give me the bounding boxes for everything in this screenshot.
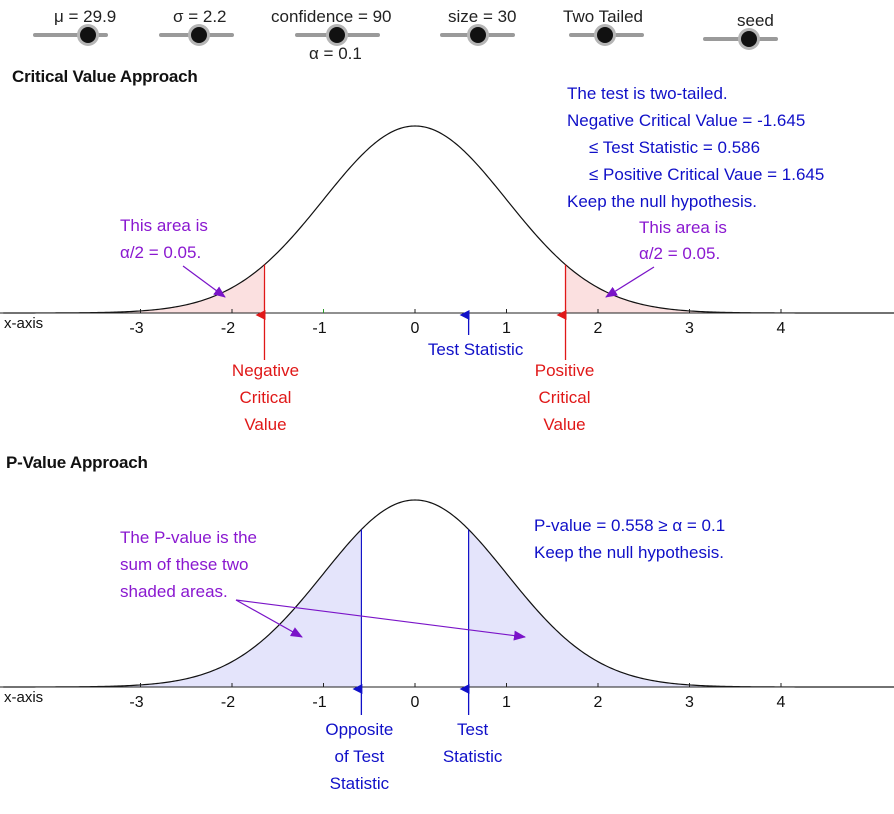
critical-result-line: The test is two-tailed. bbox=[567, 84, 728, 103]
slider-confidence-alpha: α = 0.1 bbox=[309, 44, 362, 63]
pvalue-tick-label: 4 bbox=[777, 694, 786, 711]
slider-sigma-label: σ = 2.2 bbox=[173, 7, 227, 26]
critical-tick-label: 3 bbox=[685, 320, 694, 337]
slider-mu-label: μ = 29.9 bbox=[54, 7, 117, 26]
critical-result-line: ≤ Positive Critical Vaue = 1.645 bbox=[589, 165, 824, 184]
pvalue-tick-label: 3 bbox=[685, 694, 694, 711]
opposite-statistic-label: of Test bbox=[334, 747, 384, 766]
left-area-arrow bbox=[182, 265, 226, 298]
critical-x-axis-label: x-axis bbox=[4, 315, 43, 332]
critical-tick-label: -3 bbox=[129, 320, 143, 337]
opposite-statistic-label: Statistic bbox=[330, 774, 390, 793]
slider-seed-label: seed bbox=[737, 11, 774, 30]
right-area-note: This area is bbox=[639, 218, 727, 237]
slider-mu-knob[interactable] bbox=[80, 27, 96, 43]
positive-critical-label: Positive bbox=[535, 361, 595, 380]
slider-size-label: size = 30 bbox=[448, 7, 517, 26]
critical-tick-label: 0 bbox=[411, 320, 420, 337]
slider-tails-knob[interactable] bbox=[597, 27, 613, 43]
pvalue-tick-label: -2 bbox=[221, 694, 235, 711]
critical-result-line: Negative Critical Value = -1.645 bbox=[567, 111, 805, 130]
negative-critical-label: Value bbox=[244, 415, 286, 434]
left-tail-area bbox=[3, 265, 265, 313]
critical-tick-label: 4 bbox=[777, 320, 786, 337]
negative-critical-label: Negative bbox=[232, 361, 299, 380]
positive-critical-label: Value bbox=[543, 415, 585, 434]
critical-result-line: Keep the null hypothesis. bbox=[567, 192, 757, 211]
pvalue-section-title: P-Value Approach bbox=[6, 453, 148, 472]
positive-critical-label: Critical bbox=[539, 388, 591, 407]
test-statistic-label: Test Statistic bbox=[428, 340, 524, 359]
left-pvalue-area bbox=[3, 530, 362, 687]
pvalue-explanation: sum of these two bbox=[120, 555, 249, 574]
slider-seed[interactable]: seed bbox=[700, 0, 790, 60]
left-area-note: This area is bbox=[120, 216, 208, 235]
right-pvalue-area bbox=[468, 529, 894, 687]
right-tail-area bbox=[565, 264, 894, 313]
slider-seed-track[interactable] bbox=[703, 37, 778, 41]
p-value-chart: x-axis -3 -2 -1 0 1 2 3 4 Opposite of Test Statisti… bbox=[0, 499, 894, 793]
critical-tick-label: 2 bbox=[594, 320, 603, 337]
pvalue-result-line: P-value = 0.558 ≥ α = 0.1 bbox=[534, 516, 725, 535]
critical-tick-label: 1 bbox=[502, 320, 511, 337]
slider-confidence-label: confidence = 90 bbox=[271, 7, 392, 26]
pvalue-result-line: Keep the null hypothesis. bbox=[534, 543, 724, 562]
critical-result-line: ≤ Test Statistic = 0.586 bbox=[589, 138, 760, 157]
slider-sigma[interactable]: σ = 2.2 bbox=[155, 0, 245, 60]
test-statistic-label: Statistic bbox=[443, 747, 503, 766]
test-statistic-label: Test bbox=[457, 720, 488, 739]
slider-tails-label: Two Tailed bbox=[563, 7, 644, 26]
pvalue-tick-label: -1 bbox=[312, 694, 326, 711]
right-area-note: α/2 = 0.05. bbox=[639, 244, 720, 263]
slider-mu-track[interactable] bbox=[33, 33, 108, 37]
slider-seed-knob[interactable] bbox=[741, 31, 757, 47]
critical-section-title: Critical Value Approach bbox=[12, 67, 198, 86]
pvalue-tick-label: -3 bbox=[129, 694, 143, 711]
pvalue-explanation: shaded areas. bbox=[120, 582, 228, 601]
critical-value-chart: x-axis -3 -2 -1 0 1 2 3 4 Negative Critical Value Po… bbox=[0, 84, 894, 434]
right-area-arrow bbox=[235, 599, 526, 641]
opposite-statistic-label: Opposite bbox=[325, 720, 393, 739]
left-area-note: α/2 = 0.05. bbox=[120, 243, 201, 262]
critical-tick-label: -1 bbox=[312, 320, 326, 337]
slider-confidence-knob[interactable] bbox=[329, 27, 345, 43]
slider-confidence[interactable]: confidence = 90 α = 0.1 bbox=[270, 0, 410, 66]
slider-tails[interactable]: Two Tailed bbox=[560, 0, 660, 60]
slider-sigma-knob[interactable] bbox=[191, 27, 207, 43]
pvalue-explanation: The P-value is the bbox=[120, 528, 257, 547]
pvalue-tick-label: 2 bbox=[594, 694, 603, 711]
pvalue-tick-label: 1 bbox=[502, 694, 511, 711]
pvalue-x-axis-label: x-axis bbox=[4, 689, 43, 706]
critical-tick-label: -2 bbox=[221, 320, 235, 337]
right-area-arrow bbox=[605, 266, 655, 298]
slider-mu[interactable]: μ = 29.9 bbox=[28, 0, 118, 60]
negative-critical-label: Critical bbox=[240, 388, 292, 407]
slider-size-knob[interactable] bbox=[470, 27, 486, 43]
slider-size[interactable]: size = 30 bbox=[436, 0, 526, 60]
pvalue-tick-label: 0 bbox=[411, 694, 420, 711]
left-area-arrow bbox=[235, 599, 303, 638]
